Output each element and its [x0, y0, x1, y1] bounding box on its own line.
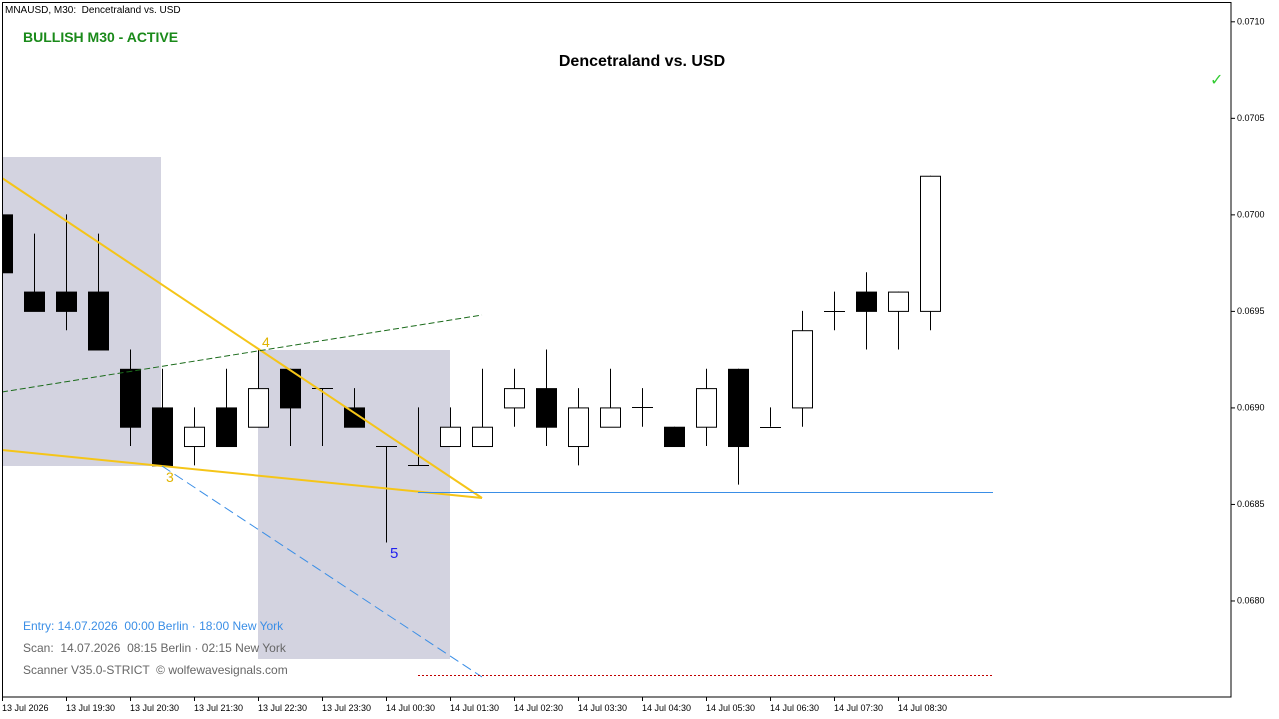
y-tick-label: 0.0680: [1237, 595, 1265, 605]
candle-body: [536, 388, 557, 428]
wave-label: 4: [262, 334, 270, 350]
x-tick-label: 14 Jul 05:30: [706, 703, 755, 713]
signal-check: ✓: [1210, 72, 1223, 89]
x-tick-label: 14 Jul 08:30: [898, 703, 947, 713]
candle-body: [856, 291, 877, 312]
x-tick-label: 14 Jul 02:30: [514, 703, 563, 713]
y-tick-label: 0.0695: [1237, 306, 1265, 316]
y-tick-label: 0.0690: [1237, 402, 1265, 412]
wave-label: 3: [166, 469, 174, 485]
wave-line: [2, 449, 483, 499]
plot-frame: [2, 2, 1232, 698]
scan-info: Scan: 14.07.2026 08:15 Berlin · 02:15 Ne…: [23, 641, 287, 655]
candle-body: [792, 330, 813, 409]
x-tick-label: 13 Jul 22:30: [258, 703, 307, 713]
candle-body: [152, 407, 173, 467]
x-tick-label: 14 Jul 07:30: [834, 703, 883, 713]
candle-body: [888, 291, 909, 312]
candle-body: [216, 407, 237, 448]
symbol-header: MNAUSD, M30: Dencetraland vs. USD: [5, 5, 181, 16]
entry-info: Entry: 14.07.2026 00:00 Berlin · 18:00 N…: [23, 619, 284, 633]
x-tick-label: 14 Jul 00:30: [386, 703, 435, 713]
y-tick-label: 0.0685: [1237, 499, 1265, 509]
projection-line: [161, 465, 483, 678]
y-tick-label: 0.0705: [1237, 113, 1265, 123]
x-tick-label: 13 Jul 2026: [2, 703, 49, 713]
y-tick-label: 0.0700: [1237, 209, 1265, 219]
candle-body: [24, 291, 45, 312]
x-tick-label: 13 Jul 20:30: [130, 703, 179, 713]
x-tick-label: 13 Jul 21:30: [194, 703, 243, 713]
candle-body: [344, 407, 365, 428]
x-tick-label: 14 Jul 01:30: [450, 703, 499, 713]
candle-body: [920, 175, 941, 312]
candle-body: [568, 407, 589, 448]
candle-body: [88, 291, 109, 351]
x-tick-label: 14 Jul 03:30: [578, 703, 627, 713]
candles: [2, 175, 941, 543]
x-tick-label: 14 Jul 06:30: [770, 703, 819, 713]
wave-line: [2, 177, 483, 499]
candle-body: [248, 388, 269, 428]
candle-body: [56, 291, 77, 312]
candle-body: [440, 426, 461, 448]
candle-body: [600, 407, 621, 428]
candle-body: [472, 426, 493, 448]
target-line: [2, 314, 483, 393]
chart-title: Dencetraland vs. USD: [559, 53, 725, 70]
wave-label: 5: [390, 545, 398, 562]
candle-body: [664, 426, 685, 448]
credit: Scanner V35.0-STRICT © wolfewavesignals.…: [23, 663, 288, 677]
x-tick-label: 13 Jul 23:30: [322, 703, 371, 713]
y-tick-label: 0.0710: [1237, 16, 1265, 26]
candle-body: [184, 426, 205, 448]
x-tick-label: 13 Jul 19:30: [66, 703, 115, 713]
x-tick-label: 14 Jul 04:30: [642, 703, 691, 713]
candle-body: [728, 368, 749, 448]
status-label: BULLISH M30 - ACTIVE: [23, 29, 178, 45]
wave-lines: [2, 177, 993, 678]
candle-body: [696, 388, 717, 428]
candle-body: [504, 388, 525, 409]
candle-body: [120, 368, 141, 428]
